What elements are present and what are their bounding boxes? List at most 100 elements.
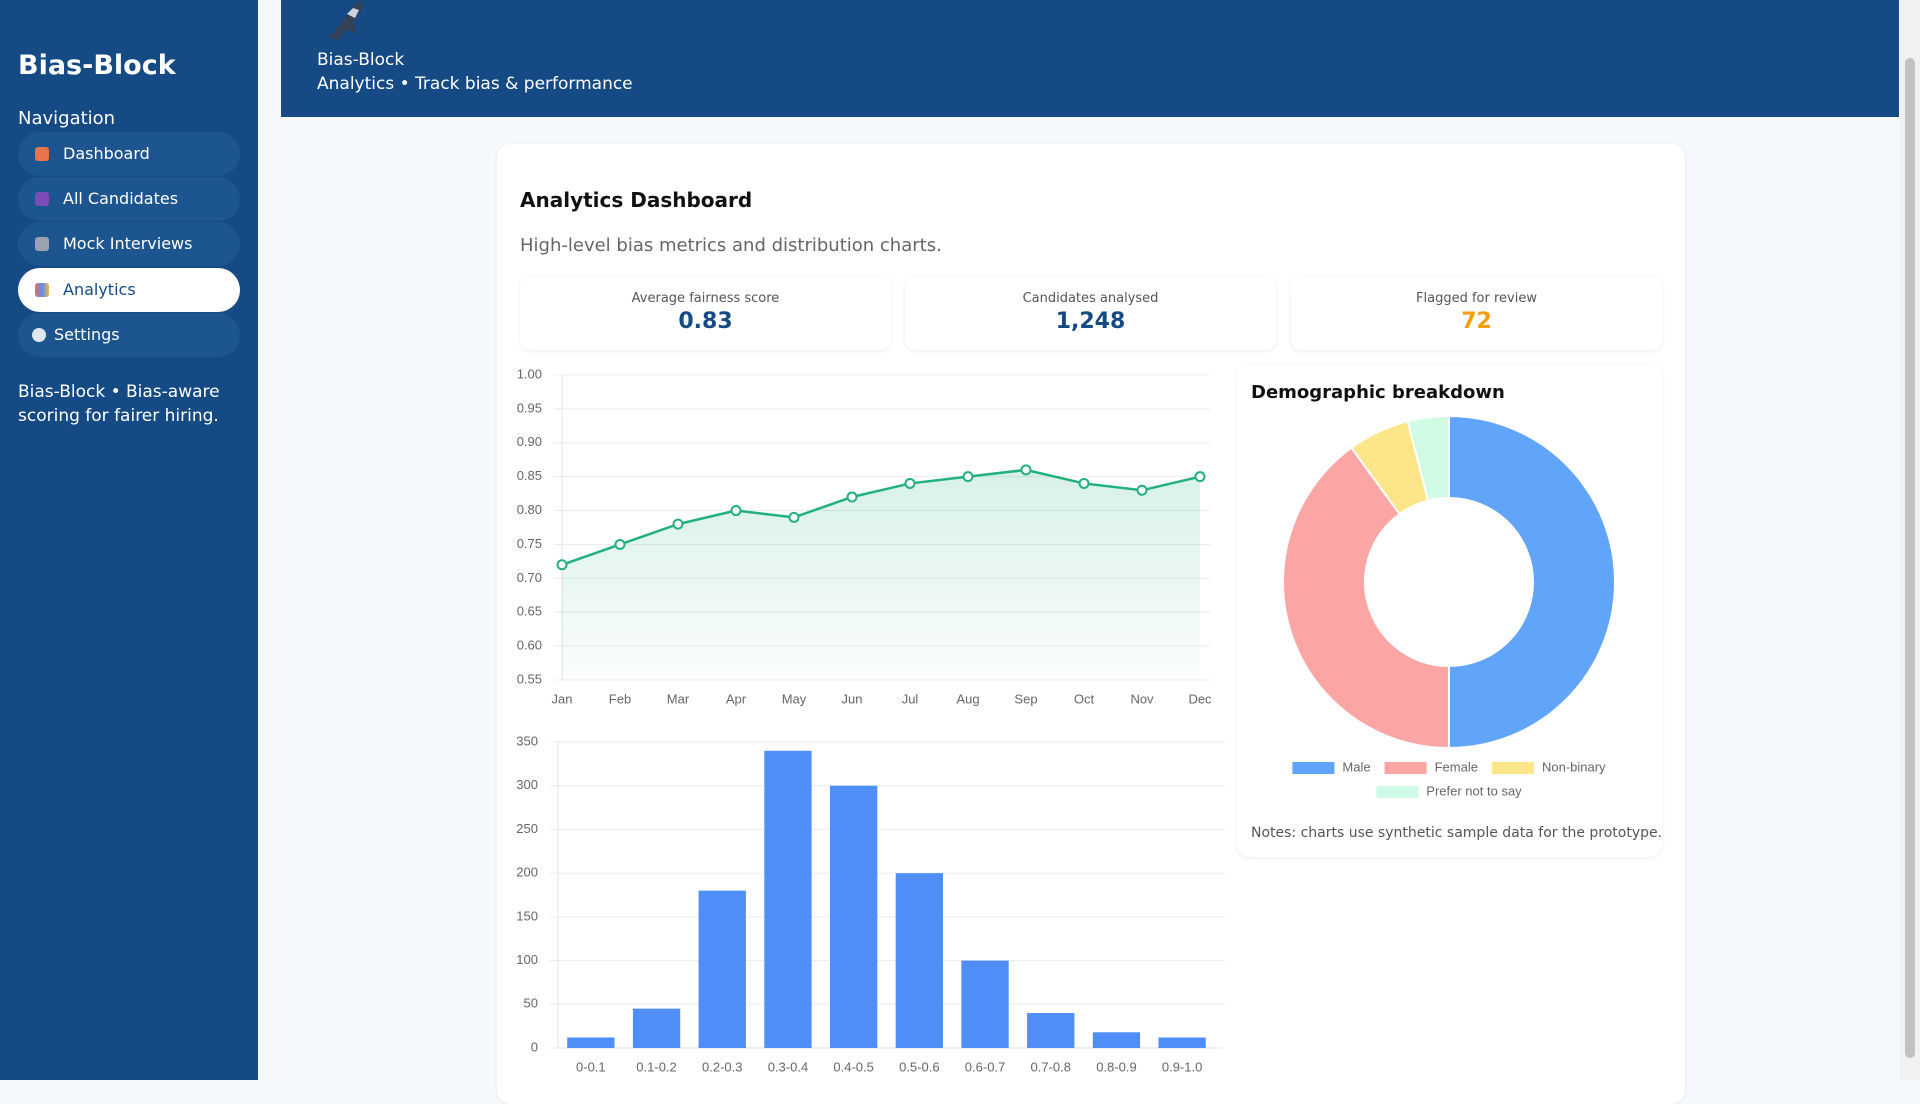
charts: 0.55 0.60 0.65 0.70 0.75 0.80 0.85 0.90 0.95 1.00… [516,366,1616,1074]
y-tick-label: 50 [524,996,538,1011]
nav-label: Settings [54,325,120,344]
y-tick-label: 0.55 [517,671,542,686]
legend-swatch [1384,762,1427,774]
y-tick-label: 150 [516,908,538,923]
y-tick-label: 300 [516,777,538,792]
x-tick-label: May [782,691,807,706]
line-point [904,477,916,489]
scrollbar[interactable] [1900,0,1920,1080]
x-tick-label: 0.8-0.9 [1096,1059,1136,1074]
y-tick-label: 250 [516,821,538,836]
y-tick-label: 0.65 [517,604,542,619]
x-tick-label: Jun [842,691,863,706]
stat-label: Candidates analysed [1022,291,1159,306]
y-tick-label: 0.85 [517,468,542,483]
x-tick-label: 0.9-1.0 [1162,1059,1202,1074]
bar [698,890,746,1048]
line-point [788,511,800,523]
legend-swatch [1376,786,1419,798]
line-point [1078,477,1090,489]
y-tick-label: 0 [531,1039,538,1054]
legend-label: Prefer not to say [1426,783,1522,798]
stat-value: 72 [1461,309,1492,334]
y-tick-label: 0.75 [517,536,542,551]
stat-label: Flagged for review [1416,291,1537,306]
stat-value: 0.83 [678,309,733,334]
x-tick-label: 0.3-0.4 [768,1059,808,1074]
x-tick-label: 0.6-0.7 [965,1059,1005,1074]
y-tick-label: 0.70 [517,570,542,585]
page-title: Analytics Dashboard [520,188,753,212]
y-tick-label: 0.90 [517,434,542,449]
nav-label: All Candidates [63,189,179,208]
bar [961,960,1009,1048]
stat-card: Flagged for review 72 [1291,277,1662,350]
bar [829,785,878,1048]
x-tick-label: Feb [609,691,631,706]
doughnut-segment [1406,414,1450,502]
nav-label: Mock Interviews [63,234,193,253]
line-point [846,491,858,503]
page: Bias-Block Navigation Dashboard All Cand… [0,0,1920,1080]
scrollbar-thumb[interactable] [1905,58,1915,1058]
x-tick-label: 0-0.1 [576,1059,606,1074]
x-tick-label: Nov [1130,691,1154,706]
legend-swatch [1491,762,1534,774]
y-tick-label: 0.80 [517,502,542,517]
line-point [556,559,568,571]
legend-swatch [1292,762,1335,774]
line-point [1020,464,1032,476]
bar [632,1008,681,1048]
stat-value: 1,248 [1055,309,1126,334]
legend-label: Male [1342,759,1370,774]
stat-card: Candidates analysed 1,248 [905,277,1276,350]
y-tick-label: 0.95 [517,400,542,415]
x-tick-label: 0.1-0.2 [636,1059,676,1074]
x-tick-label: Dec [1188,691,1212,706]
line-area [562,469,1200,680]
x-tick-label: Mar [667,691,690,706]
bar [567,1037,615,1048]
nav-item[interactable]: Dashboard [18,132,240,176]
nav-item[interactable]: Analytics [18,268,240,312]
line-point [672,518,684,530]
nav-label: Analytics [63,280,136,299]
sidebar-footer: Bias-Block • Bias-aware scoring for fair… [18,382,220,426]
chart-title: Demographic breakdown [1251,382,1505,403]
bar [764,750,812,1048]
stat-label: Average fairness score [631,291,780,306]
nav-item[interactable]: Mock Interviews [18,222,240,266]
x-tick-label: Sep [1014,691,1037,706]
x-tick-label: 0.5-0.6 [899,1059,939,1074]
header-subtitle: Analytics • Track bias & performance [317,74,633,94]
y-tick-label: 1.00 [517,366,542,381]
line-point [730,505,742,517]
y-tick-label: 100 [516,952,538,967]
x-tick-label: Apr [726,691,747,706]
y-tick-label: 200 [516,865,538,880]
stat-card: Average fairness score 0.83 [520,277,891,350]
x-tick-label: Jan [552,691,573,706]
doughnut-segment [1448,414,1616,750]
header: Bias-Block Analytics • Track bias & perf… [281,0,1899,117]
notes: Notes: charts use synthetic sample data … [1251,825,1663,841]
brand: Bias-Block [18,50,176,81]
header-brand: Bias-Block [317,50,405,70]
x-tick-label: 0.2-0.3 [702,1059,742,1074]
x-tick-label: Oct [1074,691,1095,706]
x-tick-label: Jul [902,691,919,706]
bar [1027,1013,1075,1048]
legend-label: Non-binary [1542,759,1606,774]
x-tick-label: 0.4-0.5 [833,1059,873,1074]
logo [329,0,363,40]
page-description: High-level bias metrics and distribution… [520,235,942,256]
x-tick-label: Aug [956,691,979,706]
nav-item[interactable]: Settings [18,313,240,357]
nav-title: Navigation [18,108,116,129]
line-point [1194,471,1206,483]
line [561,468,1201,566]
x-tick-label: 0.7-0.8 [1031,1059,1071,1074]
y-tick-label: 350 [516,733,538,748]
nav-item[interactable]: All Candidates [18,177,240,221]
nav-label: Dashboard [63,144,150,163]
